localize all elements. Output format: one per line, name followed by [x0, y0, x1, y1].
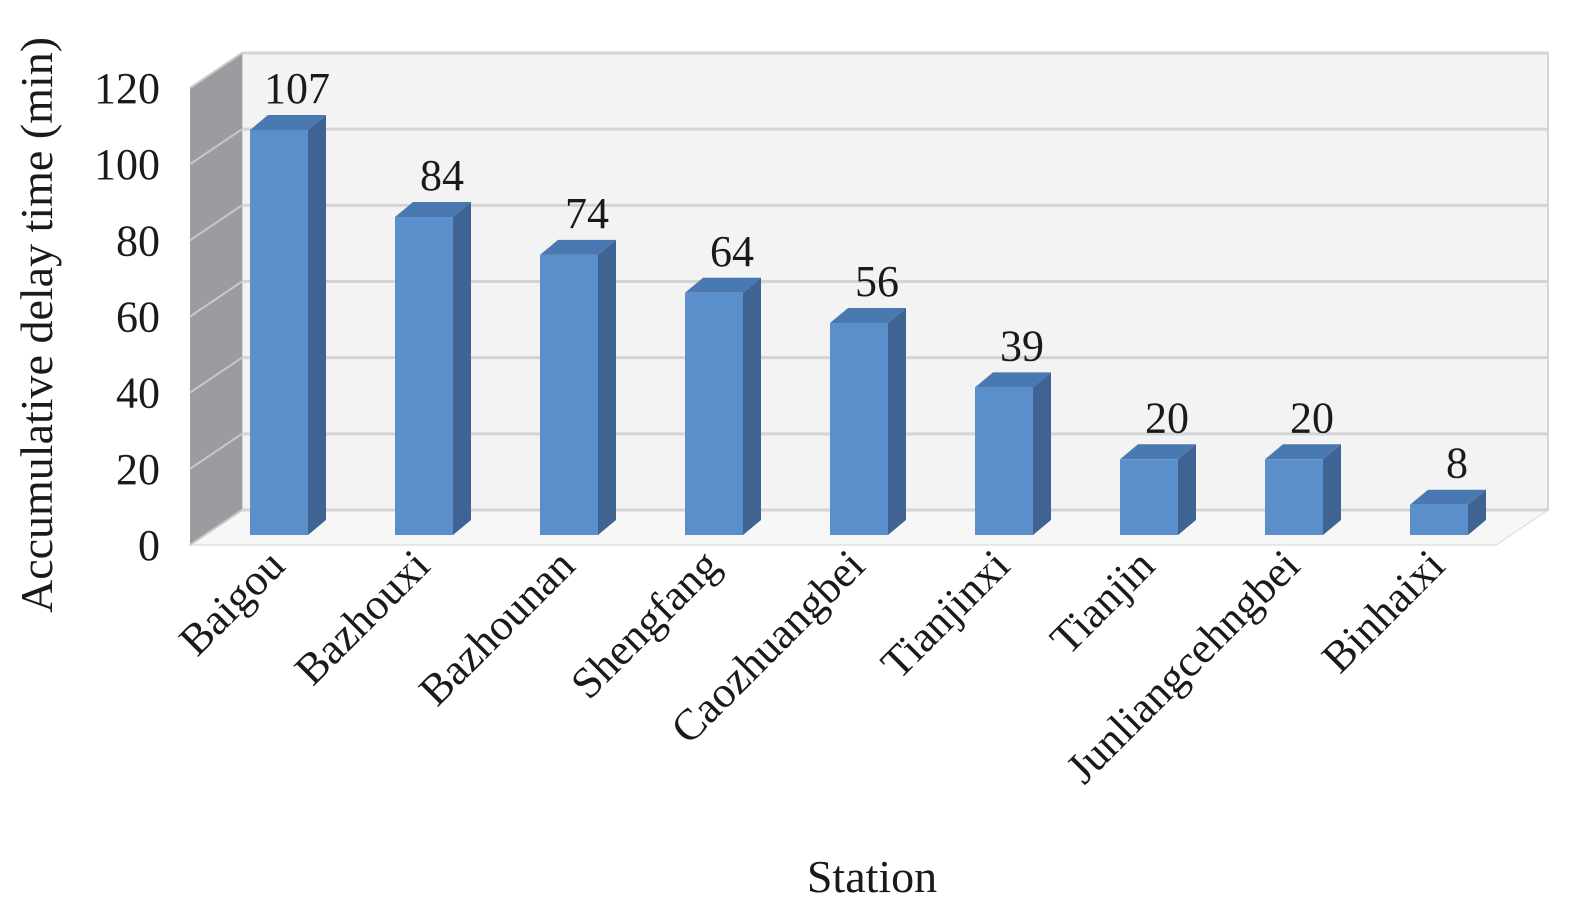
x-tick-label: Bazhouxi: [285, 540, 439, 694]
x-tick-label: Binhaixi: [1312, 540, 1454, 682]
bar: [540, 254, 598, 535]
bar: [1120, 459, 1178, 535]
y-tick-label: 100: [94, 140, 160, 189]
bar-side: [453, 202, 471, 535]
y-tick-label: 80: [116, 216, 160, 265]
data-label: 20: [1290, 393, 1334, 442]
bar-top: [830, 308, 906, 324]
bar-top: [1265, 444, 1341, 460]
gridline-side: [189, 52, 243, 89]
bar-top: [540, 239, 616, 255]
gridline-side: [189, 433, 243, 470]
gridline-side: [189, 356, 243, 394]
bar: [975, 387, 1033, 535]
bar: [1410, 504, 1468, 535]
x-axis-categories: BaigouBazhouxiBazhounanShengfangCaozhuan…: [170, 540, 1455, 792]
bar-side: [1468, 489, 1486, 535]
bar-top: [1120, 444, 1196, 460]
gridline-side: [189, 204, 243, 242]
y-tick-label: 40: [116, 369, 160, 418]
y-tick-label: 0: [138, 521, 160, 570]
y-tick-label: 20: [116, 445, 160, 494]
bar-side: [743, 277, 761, 535]
bar-side: [598, 239, 616, 535]
bar-side: [1178, 444, 1196, 535]
gridline-side: [189, 280, 243, 318]
x-tick-label: Baigou: [170, 540, 295, 665]
bar: [250, 130, 308, 535]
bars: [250, 115, 1486, 535]
bar-top: [395, 202, 471, 218]
bar: [830, 323, 888, 535]
bar-top: [1410, 489, 1486, 505]
bar-top: [975, 372, 1051, 388]
bar-top: [685, 277, 761, 293]
data-label: 84: [420, 151, 464, 200]
bar-side: [1323, 444, 1341, 535]
bar: [685, 292, 743, 535]
data-label: 39: [1000, 321, 1044, 370]
data-label: 107: [264, 64, 330, 113]
data-label: 56: [855, 257, 899, 306]
y-axis-title: Accumulative delay time (min): [11, 37, 62, 613]
bar: [1265, 459, 1323, 535]
data-labels: 107 84 74 64 56 39 20 20 8: [264, 64, 1468, 488]
gridline-side: [189, 128, 243, 165]
x-axis-title: Station: [807, 851, 937, 902]
y-tick-label: 120: [94, 64, 160, 113]
bar-side: [1033, 372, 1051, 535]
bar-side: [308, 115, 326, 535]
gridline-side: [189, 509, 243, 546]
y-tick-label: 60: [116, 293, 160, 342]
x-tick-label: Tianjinxi: [871, 540, 1019, 688]
data-label: 74: [565, 189, 609, 238]
data-label: 64: [710, 227, 754, 276]
data-label: 20: [1145, 393, 1189, 442]
bar-side: [888, 308, 906, 535]
bar-top: [250, 115, 326, 130]
data-label: 8: [1446, 439, 1468, 488]
bar: [395, 217, 453, 535]
x-tick-label: Tianjin: [1041, 540, 1164, 663]
x-tick-label: Bazhounan: [409, 540, 584, 715]
y-axis-ticks: 0 20 40 60 80 100 120: [94, 64, 160, 570]
